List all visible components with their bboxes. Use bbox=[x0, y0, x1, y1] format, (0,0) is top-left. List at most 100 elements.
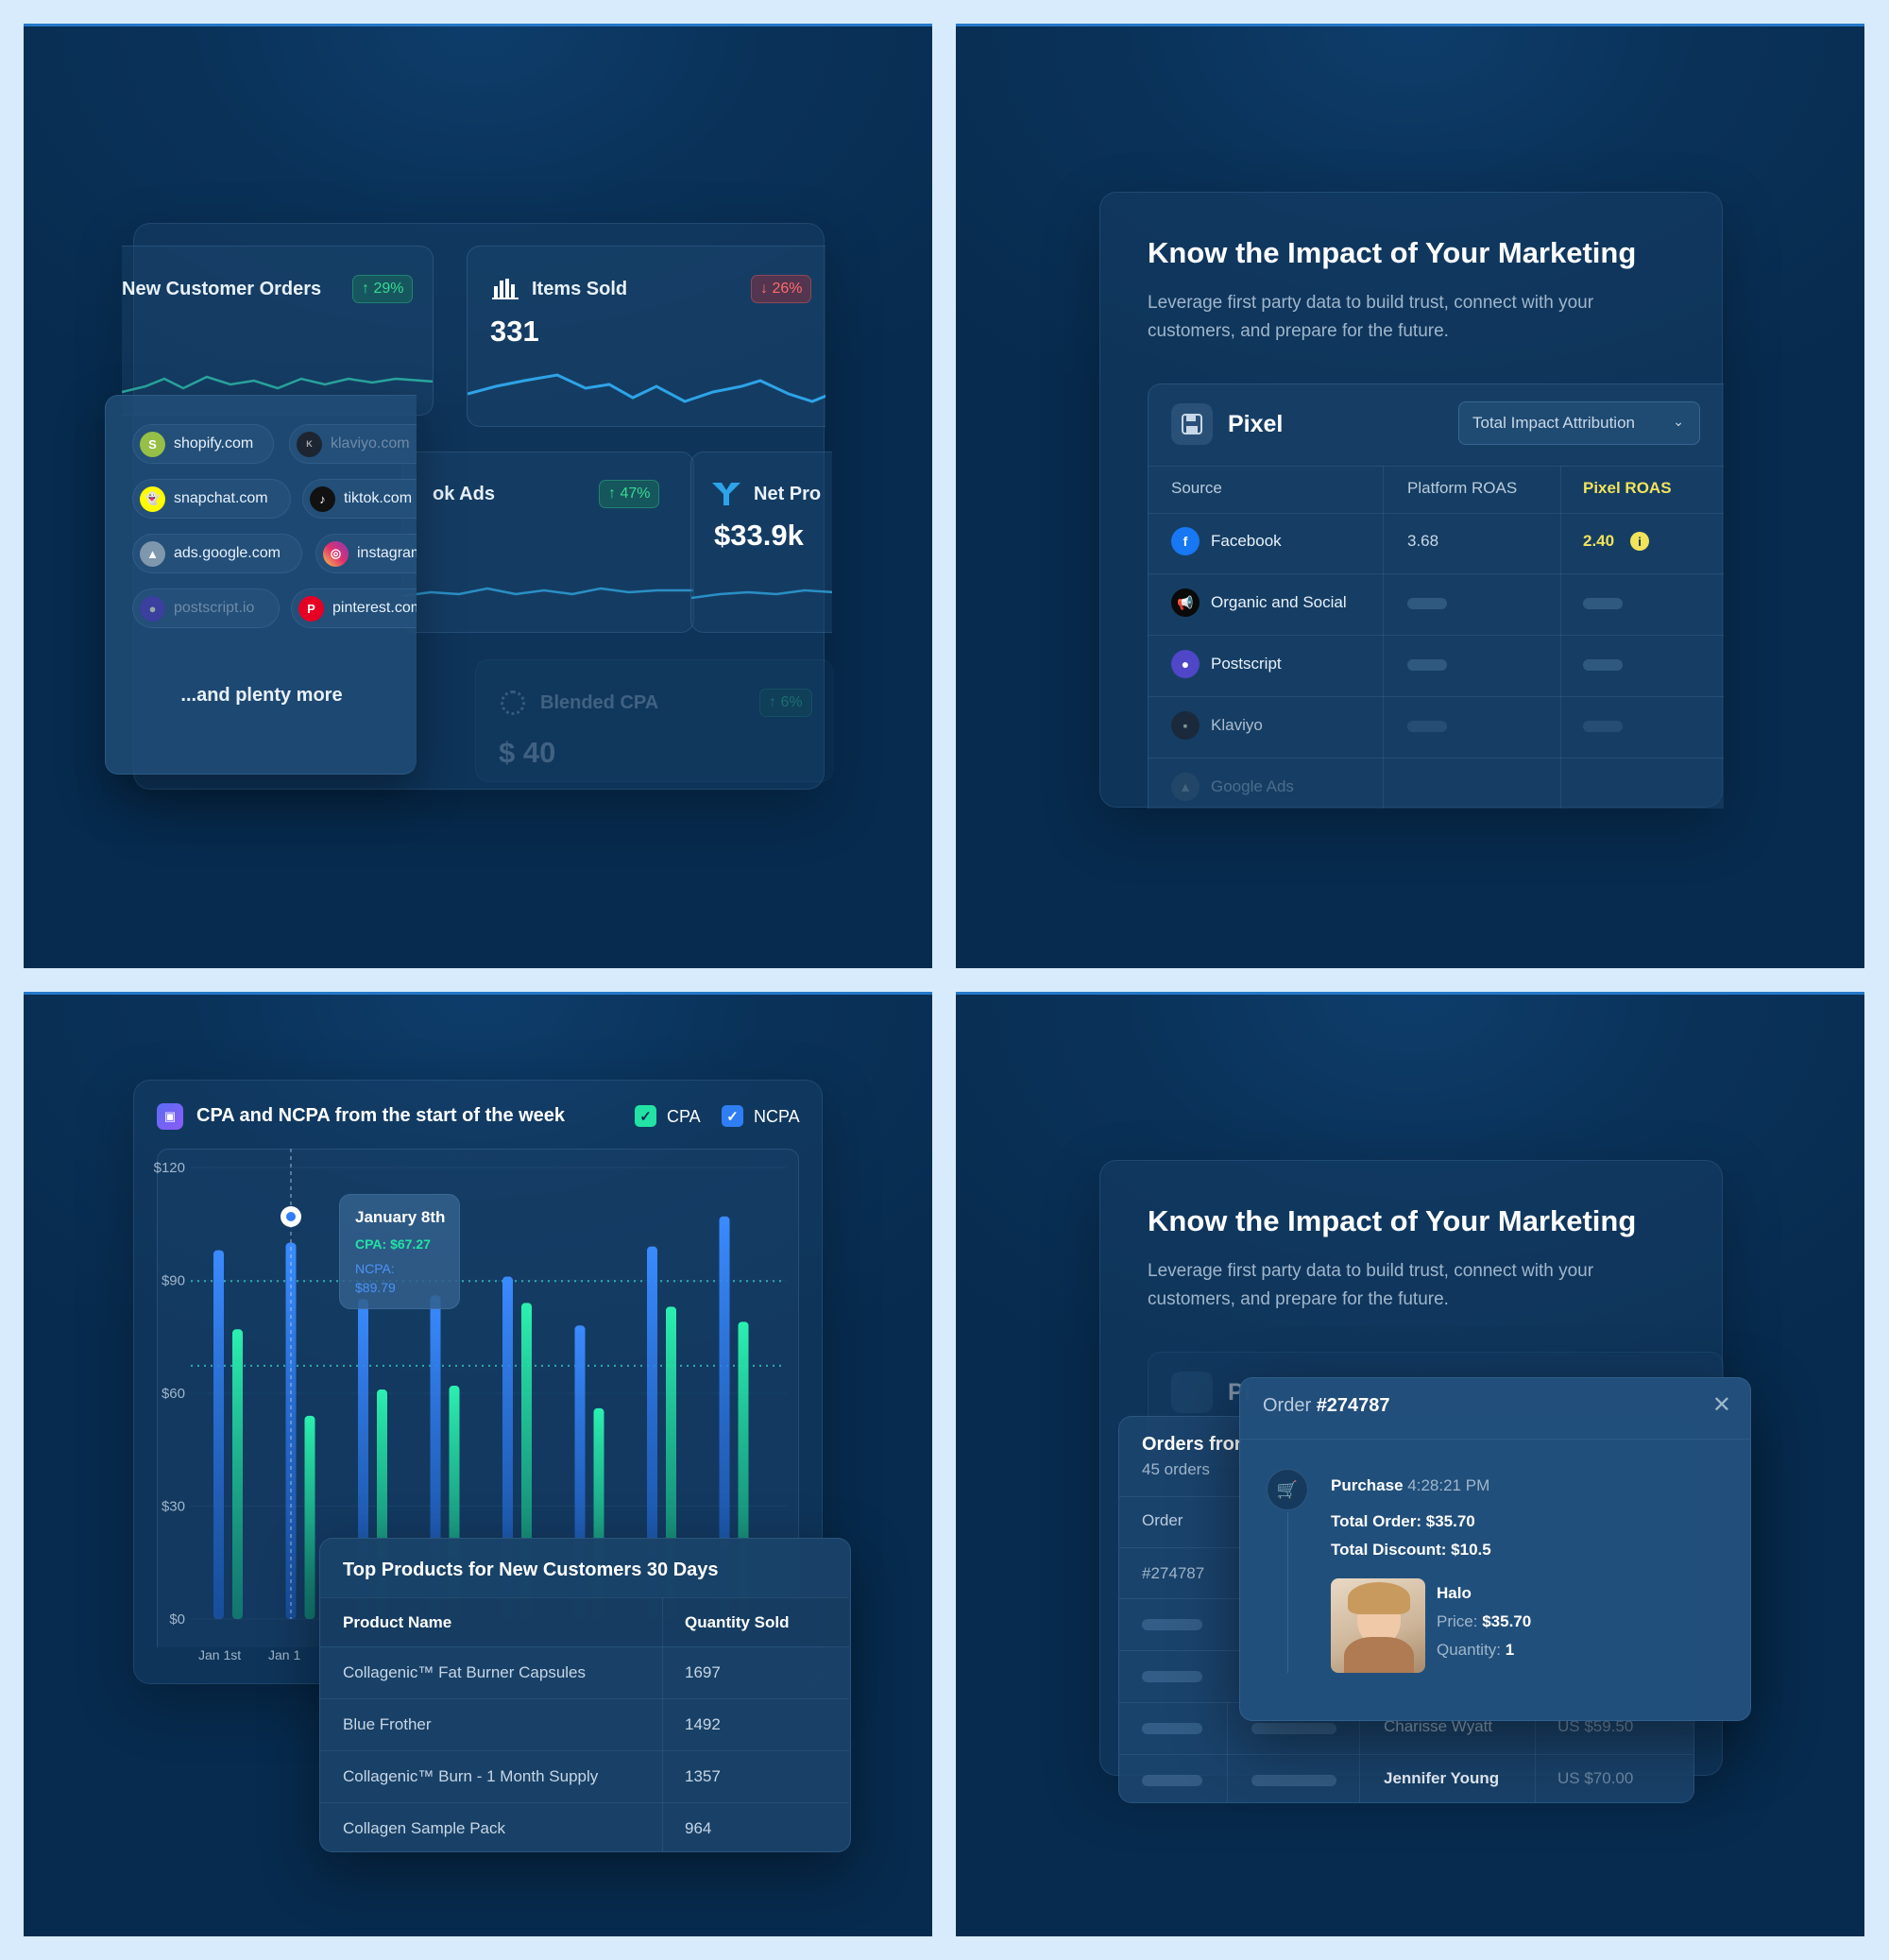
column-header-order[interactable]: Order bbox=[1142, 1511, 1183, 1529]
integration-snapchat[interactable]: 👻 snapchat.com bbox=[132, 479, 291, 519]
loading-placeholder bbox=[1251, 1775, 1336, 1786]
ncpa-bar bbox=[502, 1276, 513, 1619]
total-discount: Total Discount: $10.5 bbox=[1331, 1541, 1491, 1559]
trend-badge: ↑ 6% bbox=[759, 689, 812, 717]
metric-value: 331 bbox=[490, 315, 539, 348]
tooltip-ncpa-value: $89.79 bbox=[355, 1280, 396, 1295]
sparkline bbox=[122, 375, 433, 394]
column-header-pixel-roas[interactable]: Pixel ROAS bbox=[1583, 479, 1672, 497]
bar-chart: $120 $90 $60 $30 $0 bbox=[154, 1149, 786, 1628]
instagram-icon: ◎ bbox=[323, 540, 349, 567]
loading-placeholder bbox=[1407, 598, 1447, 609]
x-axis-label: Jan 1 bbox=[268, 1647, 301, 1662]
orders-title: Orders fror bbox=[1142, 1434, 1242, 1455]
metric-value: $ 40 bbox=[499, 736, 556, 769]
loading-placeholder bbox=[1251, 1723, 1336, 1734]
loading-placeholder bbox=[1142, 1723, 1202, 1734]
ncpa-bar bbox=[719, 1216, 730, 1619]
tooltip-ncpa-label: NCPA: bbox=[355, 1261, 395, 1276]
metric-card-net-profit[interactable]: Net Pro $33.9k bbox=[690, 452, 832, 633]
tooltip-date: January 8th bbox=[355, 1208, 446, 1226]
table-row[interactable]: Collagen Sample Pack 964 bbox=[320, 1802, 849, 1851]
source-name: Postscript bbox=[1211, 655, 1282, 673]
section-subtitle: Leverage first party data to build trust… bbox=[1148, 293, 1594, 341]
tooltip-cpa: CPA: $67.27 bbox=[355, 1236, 431, 1252]
column-header-product-name[interactable]: Product Name bbox=[343, 1613, 452, 1631]
column-header-platform-roas[interactable]: Platform ROAS bbox=[1407, 479, 1518, 497]
order-id[interactable]: #274787 bbox=[1142, 1564, 1205, 1582]
table-row[interactable]: Collagenic™ Burn - 1 Month Supply 1357 bbox=[320, 1750, 849, 1802]
table-title: Top Products for New Customers 30 Days bbox=[343, 1559, 719, 1580]
chevron-down-icon: ⌄ bbox=[1673, 414, 1684, 429]
loading-placeholder bbox=[1142, 1619, 1202, 1630]
customer-name[interactable]: Charisse Wyatt bbox=[1384, 1717, 1493, 1735]
integration-postscript[interactable]: ● postscript.io bbox=[132, 588, 280, 628]
cpa-legend-label: CPA bbox=[667, 1107, 701, 1126]
google-ads-icon: ▲ bbox=[140, 540, 165, 567]
chart-app-icon: ▣ bbox=[157, 1103, 183, 1130]
facebook-icon: f bbox=[1171, 527, 1200, 555]
snapchat-icon: 👻 bbox=[140, 486, 165, 512]
ncpa-legend-label: NCPA bbox=[754, 1107, 800, 1126]
top-products-table: Top Products for New Customers 30 Days P… bbox=[319, 1538, 851, 1852]
google-ads-icon: ▲ bbox=[1171, 773, 1200, 801]
metric-card-ads[interactable]: ok Ads ↑ 47% bbox=[401, 452, 694, 633]
section-subtitle: Leverage first party data to build trust… bbox=[1148, 1261, 1594, 1309]
pinterest-icon: P bbox=[298, 595, 324, 622]
loading-placeholder bbox=[1583, 721, 1623, 732]
info-icon[interactable]: i bbox=[1630, 532, 1649, 551]
product-name: Halo bbox=[1437, 1584, 1472, 1602]
close-icon[interactable]: ✕ bbox=[1711, 1392, 1731, 1418]
pixel-table-card: Pixel Total Impact Attribution ⌄ Source … bbox=[1148, 383, 1724, 809]
metric-card-items-sold[interactable]: Items Sold ↓ 26% 331 bbox=[467, 246, 825, 427]
loading-placeholder bbox=[1407, 721, 1447, 732]
metric-value: $33.9k bbox=[714, 519, 804, 552]
loading-placeholder bbox=[1583, 598, 1623, 609]
column-header-source[interactable]: Source bbox=[1171, 479, 1222, 497]
metric-card-new-customer-orders[interactable]: New Customer Orders ↑ 29% bbox=[122, 246, 434, 416]
source-name: Facebook bbox=[1211, 532, 1282, 550]
integration-google-ads[interactable]: ▲ ads.google.com bbox=[132, 534, 302, 573]
pixel-roas-value: 2.40 bbox=[1583, 532, 1615, 550]
section-heading: Know the Impact of Your Marketing bbox=[1148, 1204, 1637, 1237]
column-header-quantity-sold[interactable]: Quantity Sold bbox=[685, 1613, 790, 1631]
table-row[interactable]: Blue Frother 1492 bbox=[320, 1698, 849, 1750]
klaviyo-icon: ▪ bbox=[1171, 711, 1200, 740]
section-heading: Know the Impact of Your Marketing bbox=[1148, 236, 1637, 269]
panel-cpa-chart: ▣ CPA and NCPA from the start of the wee… bbox=[24, 992, 932, 1936]
purchase-line: Purchase 4:28:21 PM bbox=[1331, 1476, 1490, 1494]
metric-title: Net Pro bbox=[754, 484, 822, 504]
order-amount: US $59.50 bbox=[1557, 1717, 1634, 1735]
product-image[interactable] bbox=[1331, 1578, 1425, 1673]
metric-card-blended-cpa[interactable]: Blended CPA ↑ 6% $ 40 bbox=[475, 659, 834, 782]
save-icon bbox=[1171, 403, 1213, 445]
more-integrations-text: ...and plenty more bbox=[180, 685, 343, 706]
metric-title: Items Sold bbox=[532, 279, 628, 299]
ncpa-checkbox[interactable]: ✓ bbox=[722, 1105, 743, 1127]
chart-title: CPA and NCPA from the start of the week bbox=[196, 1105, 566, 1126]
metric-title: New Customer Orders bbox=[122, 279, 322, 299]
megaphone-icon: 📢 bbox=[1171, 588, 1200, 617]
table-row[interactable]: Collagenic™ Fat Burner Capsules 1697 bbox=[320, 1646, 849, 1698]
panel-pixel-attribution: Know the Impact of Your Marketing Levera… bbox=[956, 24, 1864, 968]
x-axis-label: Jan 1st bbox=[198, 1647, 242, 1662]
customer-name[interactable]: Jennifer Young bbox=[1384, 1769, 1500, 1787]
panel-order-details: Know the Impact of Your Marketing Levera… bbox=[956, 992, 1864, 1936]
triple-whale-icon bbox=[712, 481, 740, 510]
orders-count: 45 orders bbox=[1142, 1460, 1210, 1478]
panel-integrations: New Customer Orders ↑ 29% Items Sold ↓ 2… bbox=[24, 24, 932, 968]
sparkline bbox=[691, 588, 832, 600]
integration-tiktok[interactable]: ♪ tiktok.com bbox=[302, 479, 417, 519]
ncpa-bar bbox=[647, 1246, 657, 1619]
attribution-dropdown[interactable]: Total Impact Attribution ⌄ bbox=[1458, 401, 1700, 445]
spinner-icon bbox=[501, 690, 525, 715]
modal-title: Order #274787 bbox=[1263, 1395, 1390, 1416]
cpa-checkbox[interactable]: ✓ bbox=[635, 1105, 656, 1127]
source-name: Organic and Social bbox=[1211, 593, 1347, 611]
loading-placeholder bbox=[1583, 659, 1623, 671]
integration-instagram[interactable]: ◎instagram bbox=[315, 534, 417, 573]
loading-placeholder bbox=[1142, 1671, 1202, 1682]
